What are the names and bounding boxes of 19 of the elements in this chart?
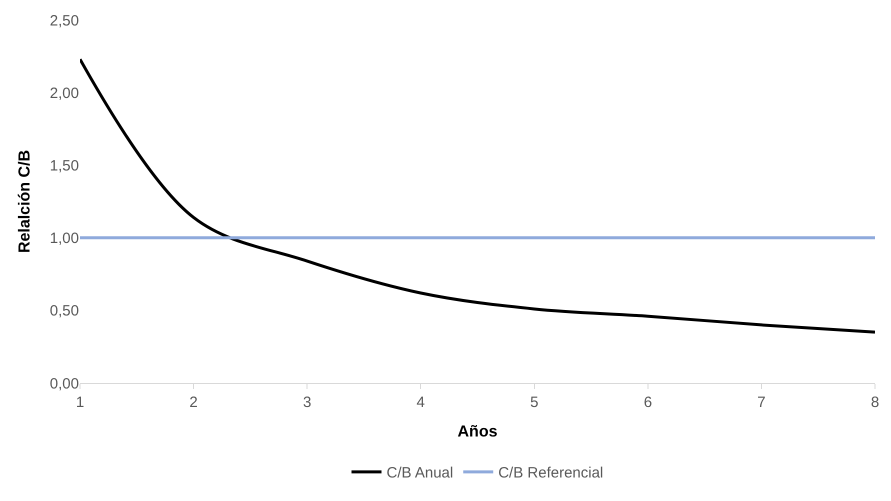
y-tick-label: 2,50 (50, 12, 79, 30)
x-tick-label: 8 (870, 394, 880, 411)
line-series (80, 58, 875, 334)
x-axis-title: Años (458, 424, 498, 441)
x-tick-label: 5 (530, 394, 538, 411)
legend-label: C/B Referencial (498, 464, 604, 482)
x-tick-label: 2 (189, 394, 198, 411)
y-tick-label: 0,50 (50, 302, 79, 320)
y-tick-label: 0,00 (50, 375, 79, 392)
legend-label: C/B Anual (386, 464, 454, 482)
y-tick-label: 2,00 (50, 84, 79, 102)
y-tick-label: 1,00 (50, 230, 79, 248)
y-tick-label: 1,50 (50, 157, 79, 174)
x-tick-label: 7 (757, 394, 766, 411)
x-tick-label: 1 (76, 394, 84, 411)
x-tick-label: 3 (302, 394, 312, 411)
y-axis-title: Relalción C/B (16, 150, 34, 254)
x-tick-label: 4 (416, 394, 425, 411)
x-tick-label: 6 (644, 394, 652, 411)
